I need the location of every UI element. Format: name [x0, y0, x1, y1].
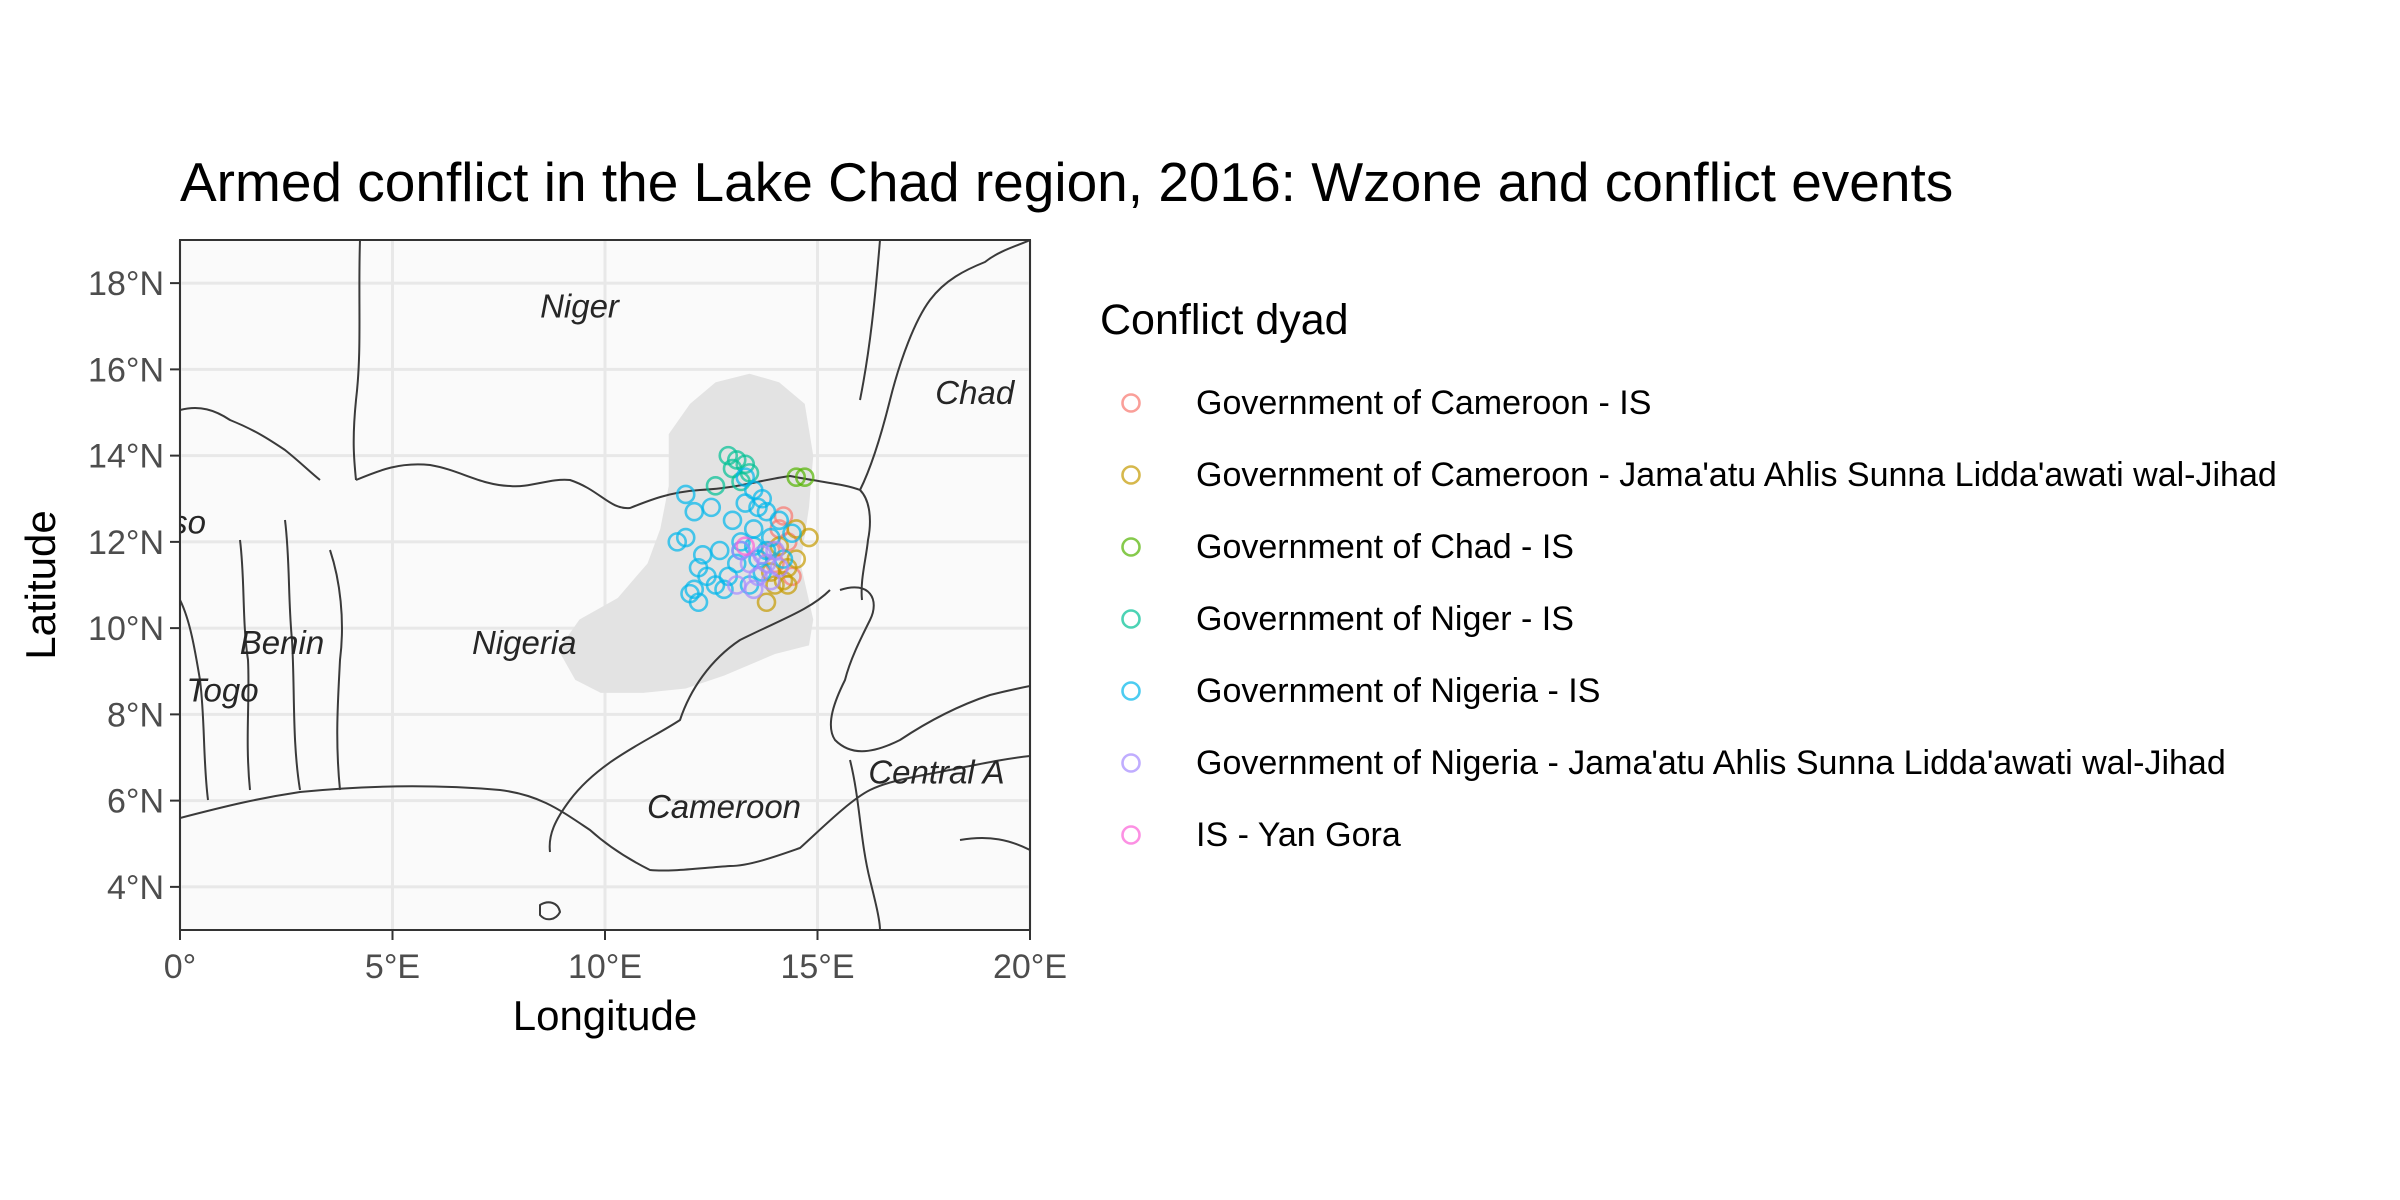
event-point-series-4	[680, 583, 700, 604]
event-point-series-2	[786, 467, 807, 487]
y-axis-title: Latitude	[17, 510, 64, 659]
legend-key	[1112, 456, 1150, 494]
event-point-series-4	[722, 510, 743, 531]
legend-items: Government of Cameroon - IS Government of…	[1100, 367, 2277, 871]
event-point-series-4	[709, 540, 730, 561]
event-point-series-4	[714, 579, 734, 600]
conflict-event-points	[667, 445, 819, 613]
y-tick-label: 14°N	[88, 438, 164, 476]
country-label: Chad	[935, 374, 1016, 411]
legend-item: Government of Chad - IS	[1100, 511, 2277, 583]
country-label: Central A	[868, 753, 1004, 790]
event-point-series-6	[735, 536, 756, 556]
event-point-series-4	[782, 523, 802, 544]
event-point-series-4	[756, 540, 777, 561]
event-point-series-4	[743, 480, 764, 500]
y-axis: 4°N 6°N 8°N 10°N 12°N 14°N 16°N 18°N	[88, 265, 180, 907]
legend-item: Government of Niger - IS	[1100, 583, 2277, 655]
event-point-series-4	[701, 497, 722, 518]
y-tick-label: 12°N	[88, 524, 164, 562]
country-label: Togo	[186, 671, 258, 708]
legend-key	[1112, 600, 1150, 638]
event-point-series-4	[756, 501, 777, 522]
event-point-series-4	[684, 579, 705, 600]
legend: Conflict dyad Government of Cameroon - I…	[1100, 296, 2277, 871]
x-tick-label: 20°E	[993, 948, 1067, 986]
country-label: Cameroon	[647, 788, 801, 825]
event-point-series-4	[675, 484, 696, 505]
legend-label: Government of Chad - IS	[1196, 527, 1574, 566]
legend-title: Conflict dyad	[1100, 296, 1349, 344]
country-label: Benin	[240, 624, 324, 661]
legend-key	[1112, 528, 1150, 566]
event-point-series-2	[794, 467, 815, 487]
y-tick-label: 4°N	[107, 869, 164, 907]
y-tick-label: 10°N	[88, 610, 164, 648]
legend-label: Government of Cameroon - Jama'atu Ahlis …	[1196, 455, 2277, 494]
y-tick-label: 16°N	[88, 351, 164, 389]
legend-key	[1112, 816, 1150, 854]
event-point-series-4	[760, 527, 781, 548]
country-label: Niger	[540, 288, 621, 325]
x-tick-label: 10°E	[568, 948, 642, 986]
legend-label: IS - Yan Gora	[1196, 815, 1401, 854]
event-point-series-4	[731, 532, 751, 552]
event-point-series-3	[705, 476, 726, 496]
y-tick-label: 8°N	[107, 696, 164, 734]
y-tick-label: 18°N	[88, 265, 164, 303]
country-label: Nigeria	[472, 624, 577, 661]
event-point-series-4	[667, 532, 688, 552]
x-tick-label: 0°	[164, 948, 197, 986]
x-tick-label: 15°E	[780, 948, 854, 986]
legend-item: IS - Yan Gora	[1100, 799, 2277, 871]
x-tick-label: 5°E	[365, 948, 420, 986]
legend-key	[1112, 672, 1150, 710]
legend-item: Government of Cameroon - Jama'atu Ahlis …	[1100, 439, 2277, 511]
legend-label: Government of Cameroon - IS	[1196, 383, 1652, 422]
event-point-series-5	[726, 575, 747, 595]
country-label: so	[171, 503, 206, 540]
x-axis-title: Longitude	[513, 992, 698, 1039]
event-point-series-1	[786, 549, 807, 569]
legend-item: Government of Nigeria - IS	[1100, 655, 2277, 727]
country-borders	[180, 240, 1030, 930]
chart-title: Armed conflict in the Lake Chad region, …	[180, 151, 1954, 213]
event-point-series-5	[752, 545, 773, 565]
event-point-series-1	[786, 519, 807, 539]
y-tick-label: 6°N	[107, 783, 164, 821]
legend-label: Government of Niger - IS	[1196, 599, 1574, 638]
legend-key	[1112, 744, 1150, 782]
legend-key	[1112, 384, 1150, 422]
event-point-series-5	[769, 557, 790, 578]
event-point-series-1	[756, 592, 777, 613]
legend-item: Government of Cameroon - IS	[1100, 367, 2277, 439]
wzone-area	[558, 373, 814, 693]
legend-label: Government of Nigeria - Jama'atu Ahlis S…	[1196, 743, 2226, 782]
legend-item: Government of Nigeria - Jama'atu Ahlis S…	[1100, 727, 2277, 799]
legend-label: Government of Nigeria - IS	[1196, 671, 1601, 710]
country-labels: Niger Chad so Benin Nigeria Togo Central A Came…	[171, 288, 1016, 825]
x-axis: 0° 5°E 10°E 15°E 20°E	[164, 930, 1067, 986]
